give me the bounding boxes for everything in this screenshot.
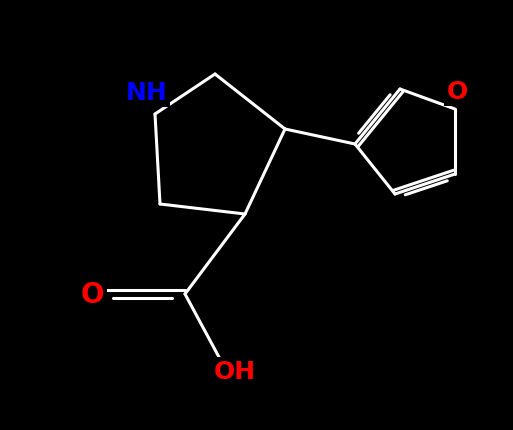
Text: NH: NH [126,81,168,105]
Text: OH: OH [214,359,256,383]
Text: O: O [80,280,104,308]
Text: O: O [446,80,468,104]
